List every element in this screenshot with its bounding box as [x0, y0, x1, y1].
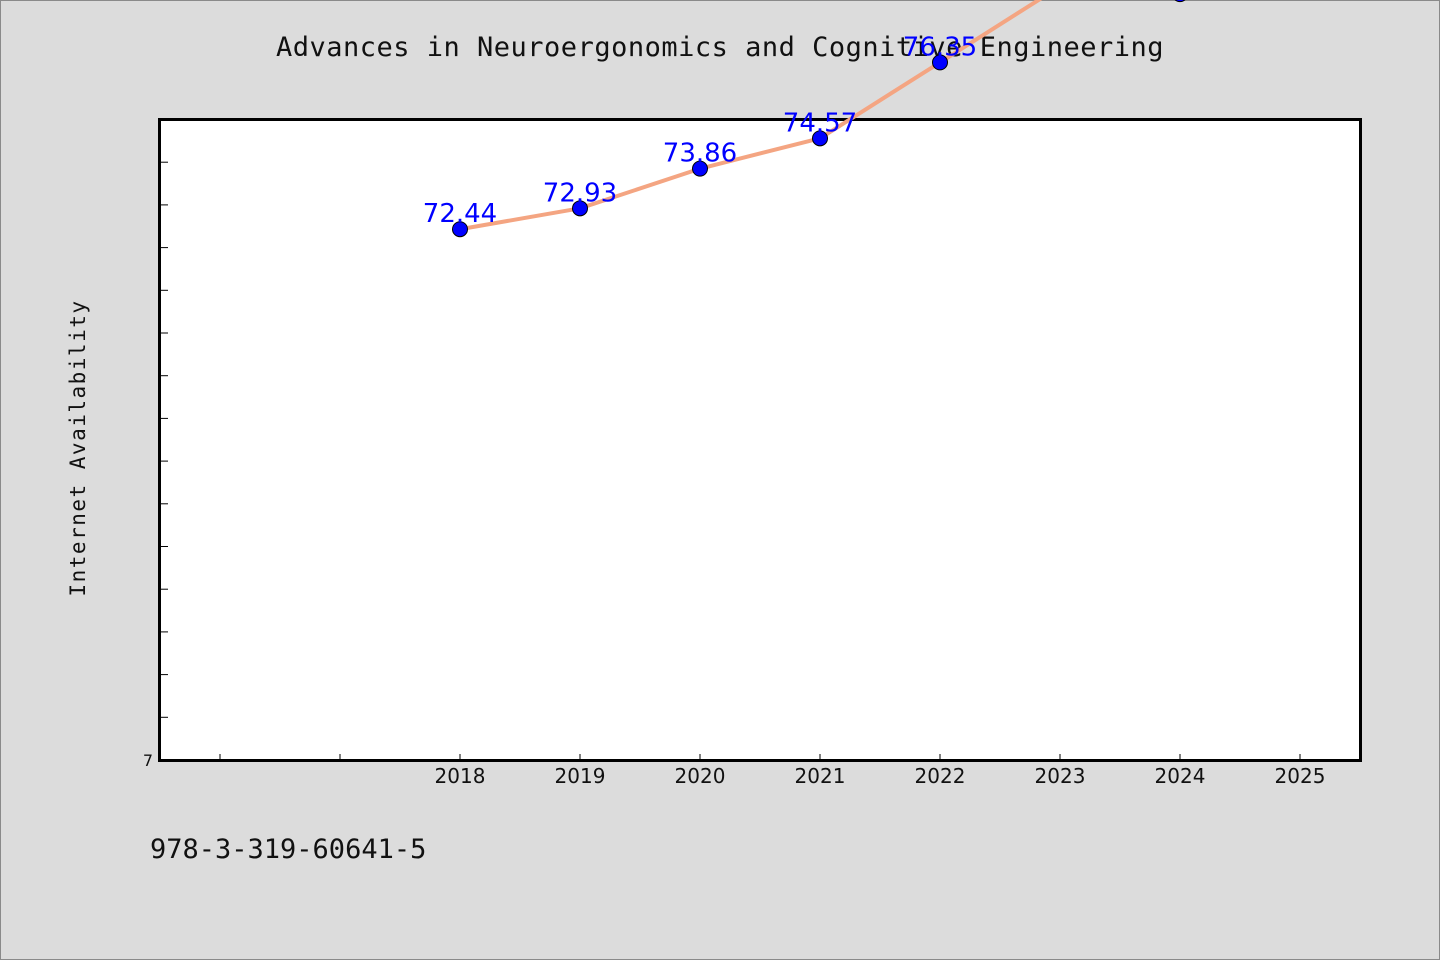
series-point-group [452, 0, 1186, 238]
data-point-label: 73.86 [663, 139, 737, 169]
x-tick-label: 2024 [1155, 764, 1206, 788]
data-point-label: 74.57 [783, 108, 857, 138]
isbn-footer: 978-3-319-60641-5 [150, 834, 427, 865]
data-point-label: 76.35 [903, 32, 977, 62]
y-axis-tick-labels: 7 [143, 751, 153, 770]
y-tick-label: 7 [143, 751, 153, 770]
series-line [458, 0, 1043, 232]
data-point-marker [932, 54, 948, 71]
data-point-label: 72.44 [423, 199, 497, 229]
data-point-marker [452, 221, 468, 238]
x-tick-label: 2020 [675, 764, 726, 788]
data-point-marker [812, 130, 828, 147]
x-tick-label: 2018 [435, 764, 486, 788]
x-axis-ticks [219, 754, 1301, 760]
data-point-marker [1174, 0, 1186, 3]
x-tick-label: 2025 [1275, 764, 1326, 788]
plot-area [158, 118, 1362, 762]
data-point-label: 72.93 [543, 178, 617, 208]
x-tick-label: 2021 [795, 764, 846, 788]
series-line-group [458, 0, 1043, 232]
chart-title: Advances in Neuroergonomics and Cognitiv… [275, 32, 1165, 63]
x-tick-label: 2023 [1035, 764, 1086, 788]
x-tick-label: 2019 [555, 764, 606, 788]
data-point-marker [692, 160, 708, 177]
data-point-marker [572, 200, 588, 217]
x-tick-label: 2022 [915, 764, 966, 788]
y-axis-ticks [160, 161, 168, 761]
x-axis-tick-labels: 2018 2019 2020 2021 2022 2023 2024 2025 [435, 764, 1326, 788]
